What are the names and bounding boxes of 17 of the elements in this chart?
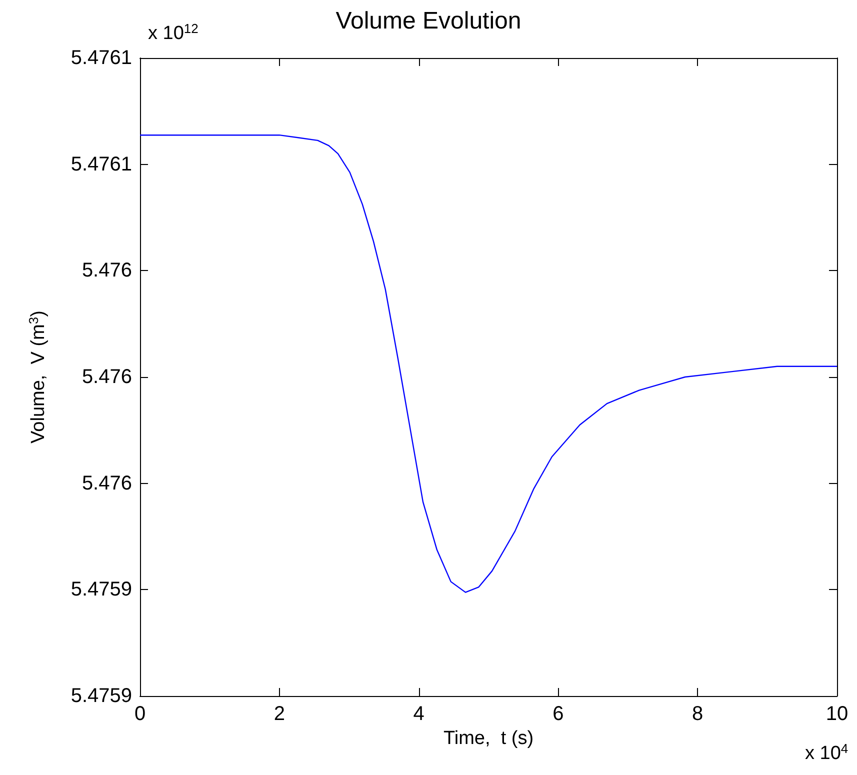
y-axis-title: Volume, V (m3)	[26, 310, 49, 444]
y-tick-label: 5.4759	[70, 685, 132, 707]
y-tick-label: 5.476	[82, 260, 132, 282]
y-tick-label: 5.4759	[70, 578, 132, 601]
chart-title: Volume Evolution	[336, 8, 522, 34]
x-tick-label: 8	[692, 703, 704, 725]
x-tick-label: 0	[134, 703, 146, 725]
x-tick-label: 10	[826, 703, 848, 725]
x-tick-label: 4	[413, 703, 424, 725]
line-series	[139, 134, 838, 593]
x-axis-title: Time, t (s)	[443, 728, 534, 749]
y-tick-label: 5.476	[82, 472, 132, 494]
y-tick-label: 5.4761	[70, 47, 132, 69]
x-tick-label: 6	[552, 703, 564, 725]
y-tick-label: 5.476	[82, 366, 132, 388]
x-tick-label: 2	[274, 703, 285, 725]
y-tick-label: 5.4761	[70, 153, 132, 176]
